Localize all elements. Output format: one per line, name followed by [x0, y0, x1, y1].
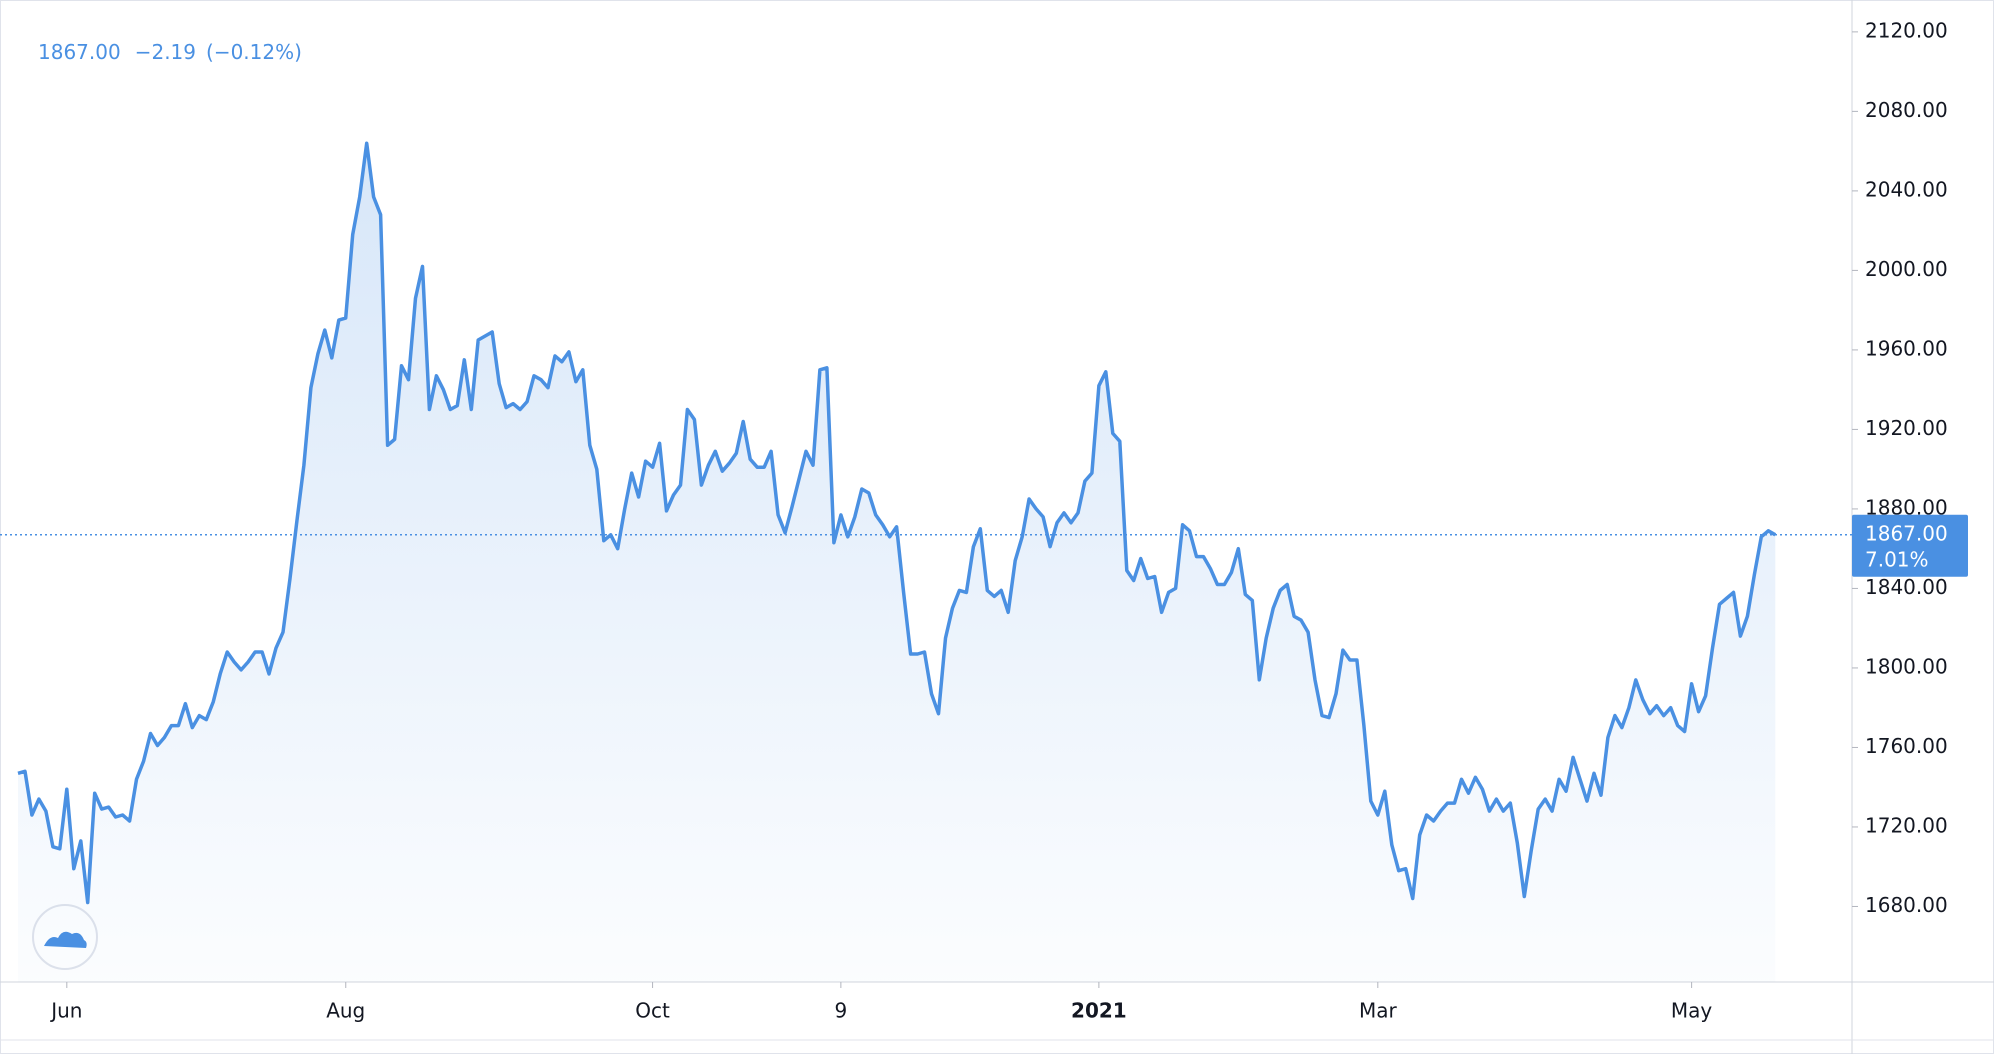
y-tick-label: 1920.00 — [1865, 416, 1948, 440]
y-tick-label: 2040.00 — [1865, 177, 1948, 201]
x-tick-label: Oct — [635, 999, 670, 1023]
last-price-pct: 7.01% — [1865, 547, 1929, 571]
price-legend: 1867.00 −2.19 (−0.12%) — [38, 40, 302, 64]
y-tick-label: 1760.00 — [1865, 734, 1948, 758]
y-tick-label: 2080.00 — [1865, 98, 1948, 122]
y-tick-label: 2000.00 — [1865, 257, 1948, 281]
last-price-box — [1852, 514, 1968, 577]
x-tick-label: Mar — [1359, 999, 1398, 1023]
x-tick-label: 2021 — [1071, 999, 1127, 1023]
legend-change-pct: (−0.12%) — [206, 40, 302, 64]
area-fill — [18, 143, 1776, 982]
x-tick-label: May — [1671, 999, 1713, 1023]
y-tick-label: 1720.00 — [1865, 813, 1948, 837]
y-tick-label: 2120.00 — [1865, 18, 1948, 42]
legend-price: 1867.00 — [38, 40, 121, 64]
last-price-label: 1867.00 — [1865, 521, 1948, 545]
y-tick-label: 1680.00 — [1865, 893, 1948, 917]
y-tick-label: 1960.00 — [1865, 336, 1948, 360]
x-tick-label: Aug — [326, 999, 365, 1023]
price-line — [17, 141, 1777, 905]
x-tick-label: 9 — [834, 999, 847, 1023]
legend-change: −2.19 — [135, 40, 196, 64]
y-tick-label: 1800.00 — [1865, 654, 1948, 678]
y-tick-label: 1840.00 — [1865, 575, 1948, 599]
x-tick-label: Jun — [49, 999, 82, 1023]
